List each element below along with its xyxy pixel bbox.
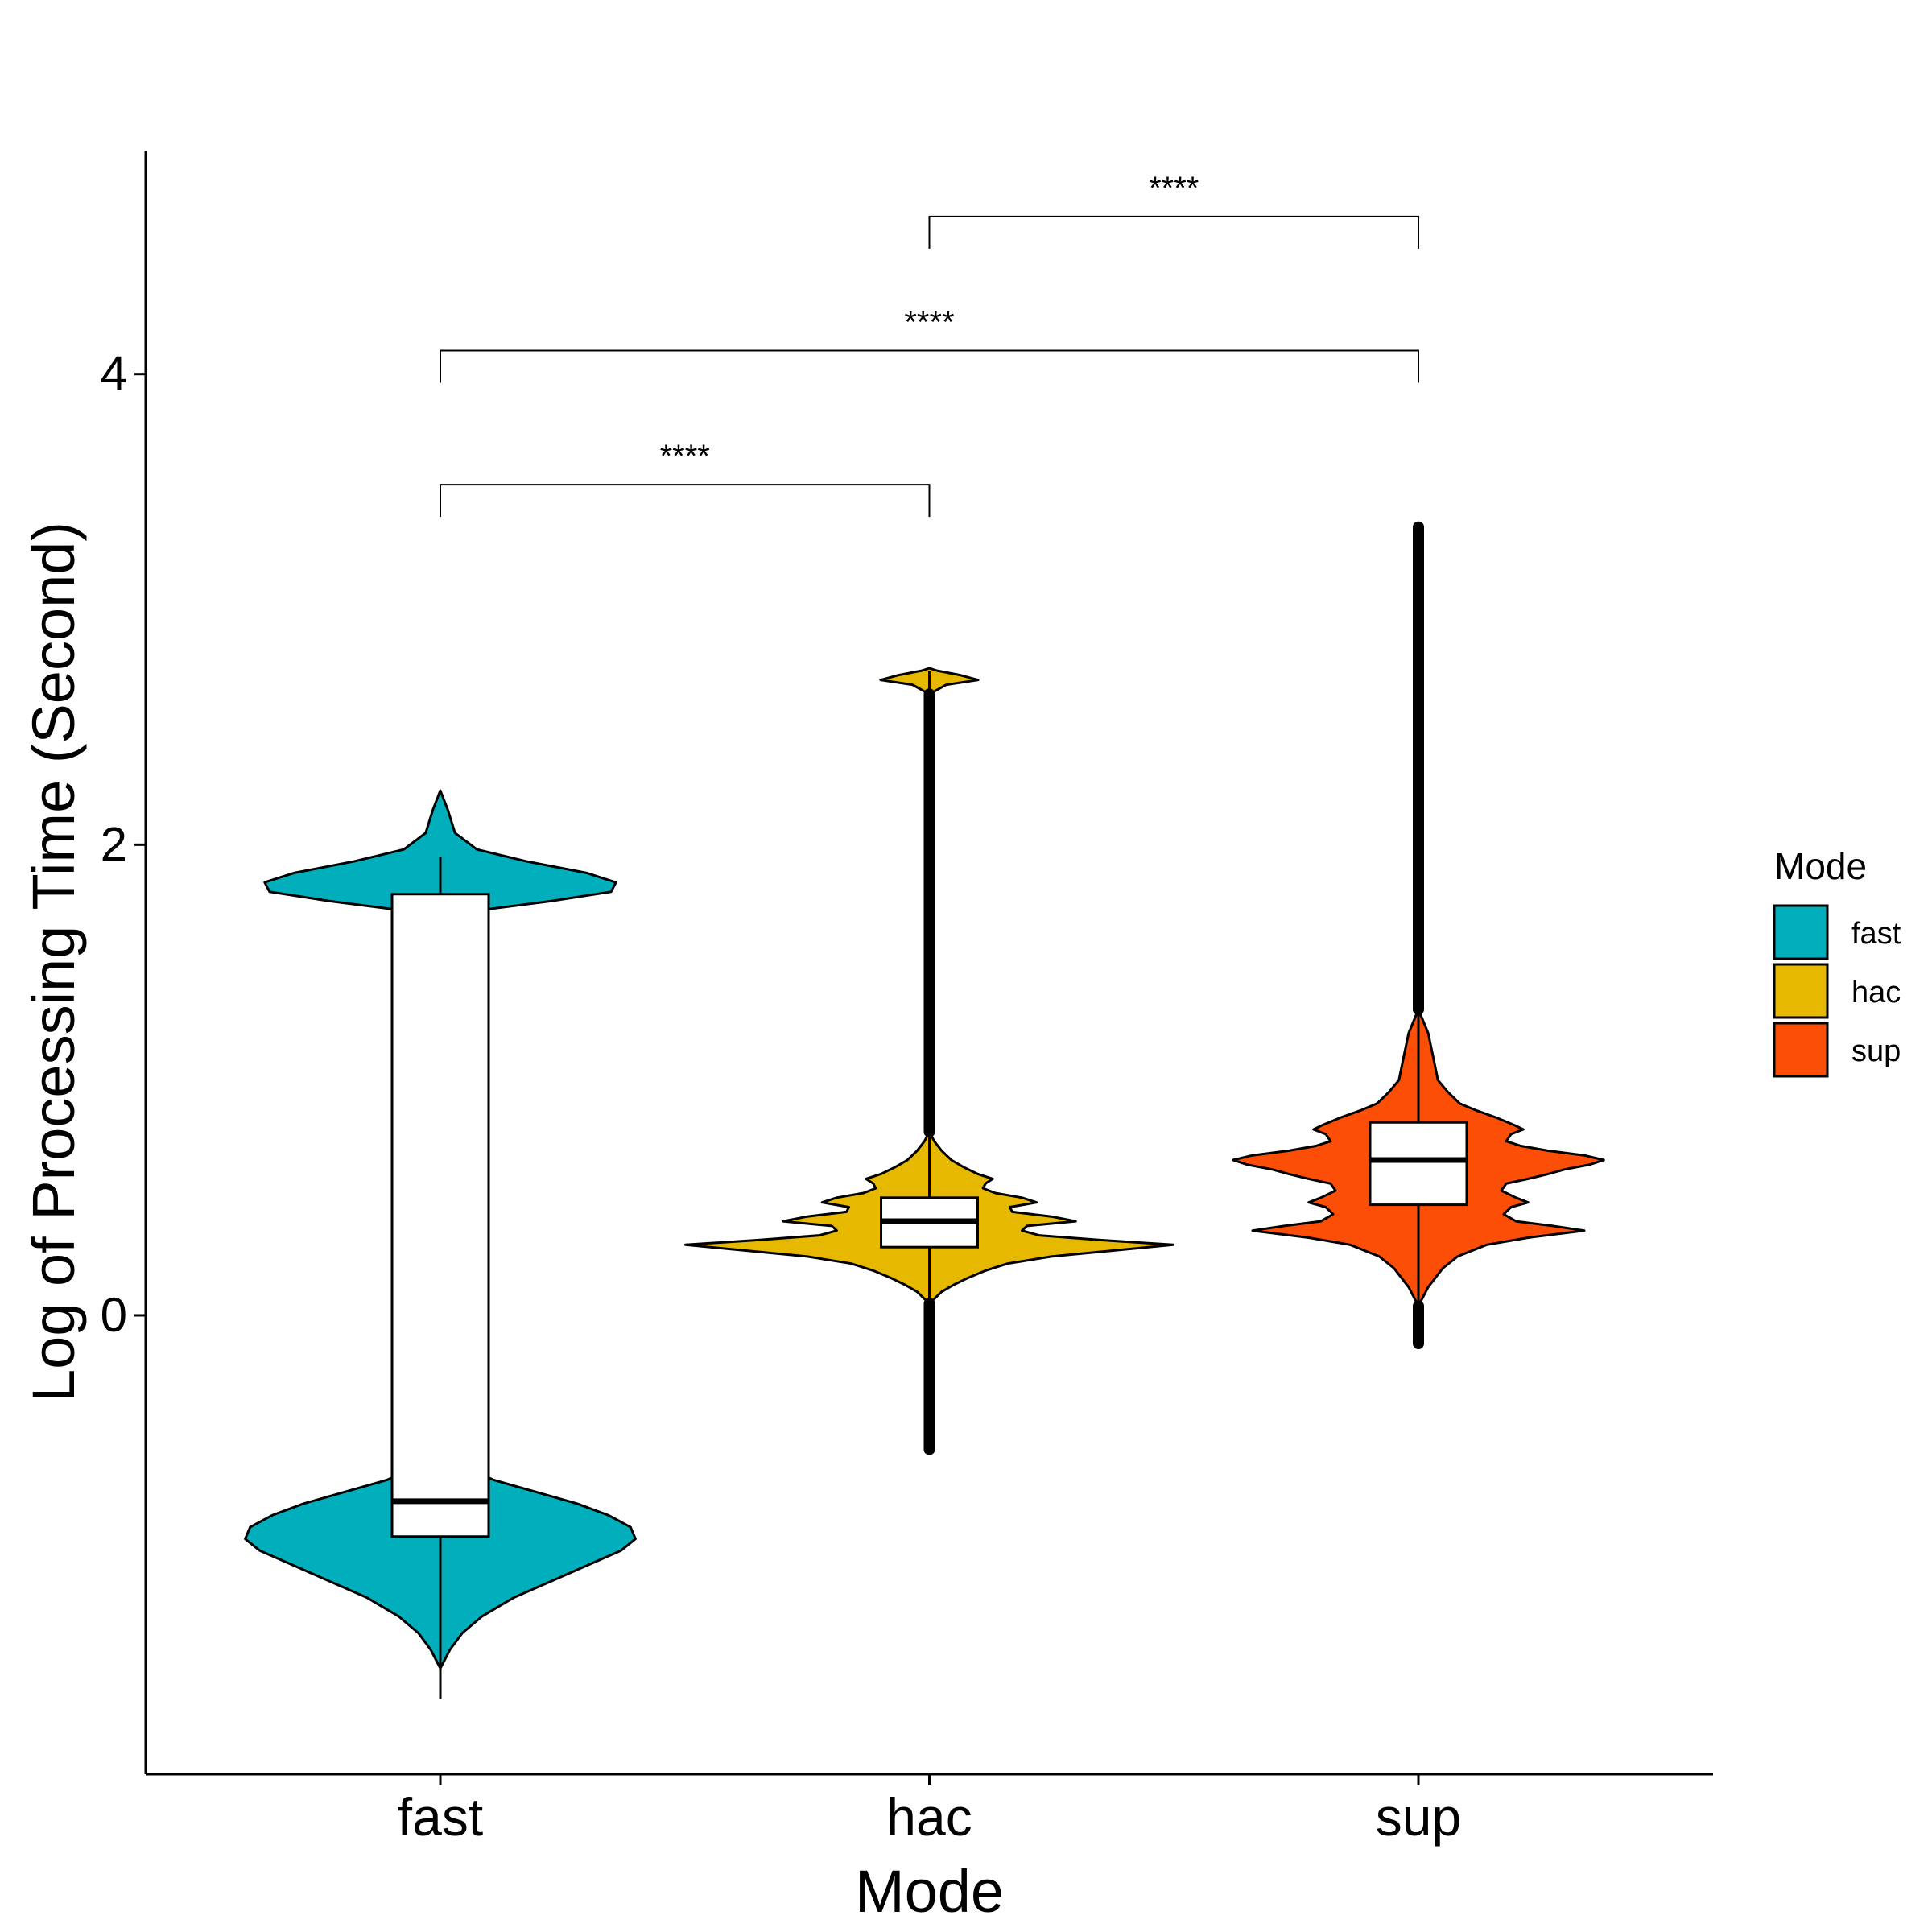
legend-item-hac: hac	[1773, 963, 1901, 1019]
x-tick-label-hac: hac	[886, 1787, 972, 1847]
x-tick-label-sup: sup	[1376, 1787, 1461, 1847]
box-fast	[390, 893, 490, 1538]
significance-label: ****	[1149, 171, 1199, 206]
comparison-bracket	[440, 349, 1419, 383]
comparison-fast-sup: ****	[440, 304, 1419, 383]
legend-label: hac	[1852, 976, 1901, 1009]
significance-label: ****	[660, 439, 710, 474]
violin-group-fast	[244, 789, 637, 1699]
legend-swatch	[1773, 904, 1829, 960]
y-tick-label: 0	[101, 1288, 127, 1342]
legend-swatch	[1773, 1022, 1829, 1078]
legend-label: sup	[1852, 1034, 1901, 1068]
legend: Mode fast hac sup	[1773, 845, 1901, 1078]
violin-body-fast	[263, 789, 617, 917]
comparison-bracket	[928, 215, 1419, 249]
comparison-bracket	[440, 484, 931, 518]
comparison-fast-hac: ****	[440, 439, 931, 518]
box-sup	[1368, 1121, 1468, 1207]
x-axis-title: Mode	[855, 1858, 1004, 1925]
y-tick-label: 4	[101, 347, 127, 401]
significance-label: ****	[904, 304, 954, 340]
legend-item-fast: fast	[1773, 904, 1901, 960]
legend-label: fast	[1852, 917, 1901, 951]
plot-area	[244, 521, 1605, 1699]
legend-swatch	[1773, 963, 1829, 1019]
x-ticks: fast hac sup	[398, 1774, 1461, 1847]
violin-group-hac	[684, 667, 1174, 1455]
legend-item-sup: sup	[1773, 1022, 1901, 1078]
legend-title: Mode	[1774, 845, 1867, 887]
y-axis-title: Log of Processing Time (Second)	[20, 522, 87, 1402]
x-tick-label-fast: fast	[398, 1787, 483, 1847]
significance-brackets: **** **** ****	[440, 171, 1419, 518]
y-ticks: 0 2 4	[101, 347, 146, 1342]
comparison-hac-sup: ****	[928, 171, 1419, 249]
y-tick-label: 2	[101, 817, 127, 871]
violin-group-sup	[1232, 521, 1605, 1350]
